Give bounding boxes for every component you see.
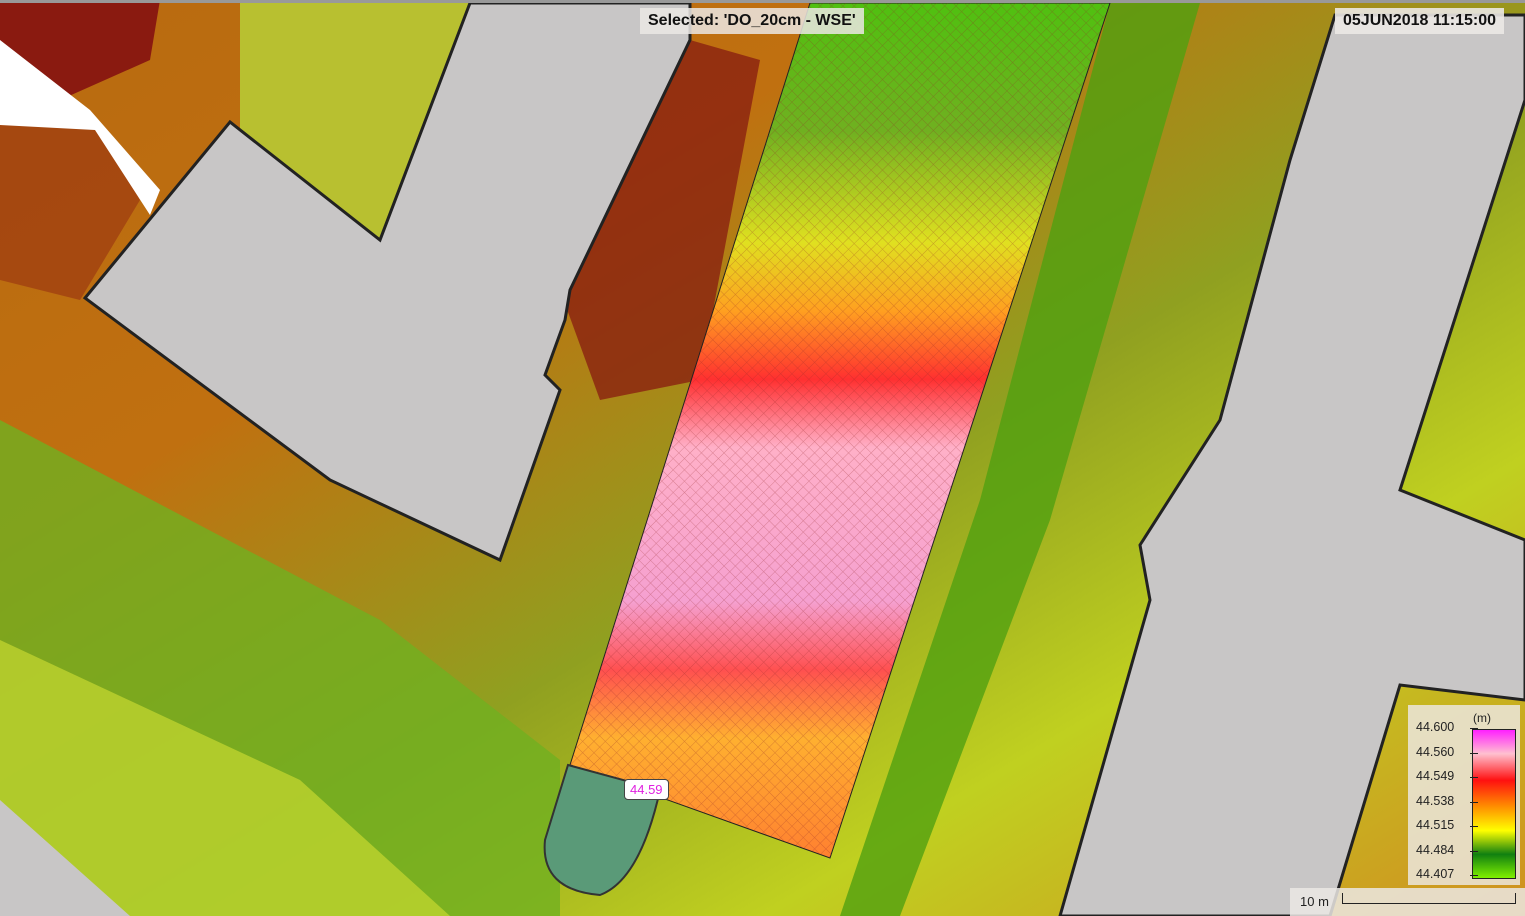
- legend-tick: 44.549: [1416, 769, 1478, 783]
- building-right: [1058, 13, 1525, 916]
- building-left: [82, 1, 692, 563]
- scale-bar-label: 10 m: [1300, 894, 1329, 909]
- legend-tick: 44.600: [1416, 720, 1478, 734]
- building-bottom-left: [0, 800, 130, 916]
- terrain-yellow-band: [0, 640, 450, 916]
- legend-tick: 44.407: [1416, 867, 1478, 881]
- legend-unit: (m): [1473, 711, 1491, 725]
- legend-tick: 44.484: [1416, 843, 1478, 857]
- terrain-red-ridge: [560, 40, 760, 400]
- legend-tick: 44.515: [1416, 818, 1478, 832]
- timestamp-label: 05JUN2018 11:15:00: [1335, 8, 1505, 34]
- terrain-green-right: [840, 3, 1200, 916]
- legend-tick: 44.560: [1416, 745, 1478, 759]
- legend-color-ramp: [1472, 729, 1516, 879]
- scale-bar: 10 m: [1290, 888, 1525, 916]
- terrain-yellow-top: [240, 0, 470, 240]
- legend: (m) 44.600 44.560 44.549 44.538 44.515 4…: [1408, 705, 1520, 885]
- white-nodata: [0, 40, 160, 215]
- mesh-grid: [570, 3, 1110, 858]
- terrain-red-top-left: [0, 120, 140, 300]
- legend-tick: 44.538: [1416, 794, 1478, 808]
- scale-bar-line: [1342, 893, 1516, 904]
- probe-value-tooltip: 44.59: [624, 779, 669, 800]
- selected-layer-label: Selected: 'DO_20cm - WSE': [640, 8, 864, 34]
